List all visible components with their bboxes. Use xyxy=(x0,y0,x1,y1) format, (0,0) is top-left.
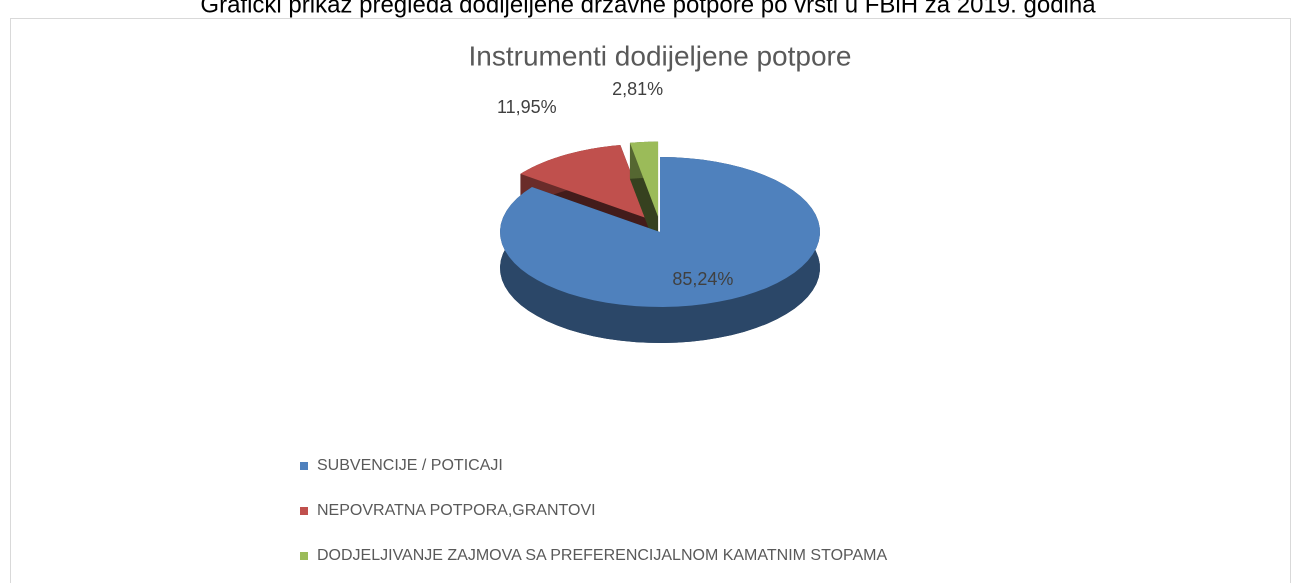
legend-swatch xyxy=(300,462,308,470)
slice xyxy=(520,145,649,219)
chart-title: Instrumenti dodijeljene potpore xyxy=(469,40,852,71)
legend-label: NEPOVRATNA POTPORA,GRANTOVI xyxy=(317,502,596,519)
legend-label: SUBVENCIJE / POTICAJI xyxy=(317,457,503,474)
legend-label: DODJELJIVANJE ZAJMOVA SA PREFERENCIJALNO… xyxy=(317,547,888,564)
chart-frame xyxy=(10,18,1291,583)
slice xyxy=(629,141,659,217)
slice xyxy=(500,157,820,307)
caption: Grafički prikaz pregleda dodijeljene drž… xyxy=(200,0,1096,18)
legend-swatch xyxy=(300,552,308,560)
data-label: 85,24% xyxy=(672,269,733,289)
data-label: 2,81% xyxy=(612,79,663,99)
data-label: 11,95% xyxy=(497,97,557,117)
legend-swatch xyxy=(300,507,308,515)
